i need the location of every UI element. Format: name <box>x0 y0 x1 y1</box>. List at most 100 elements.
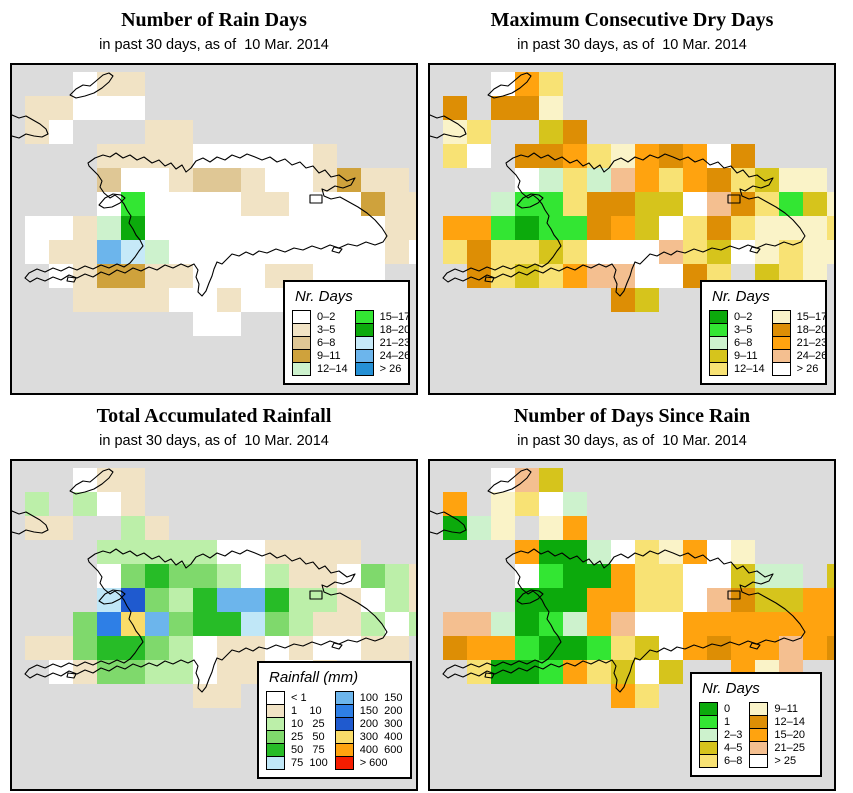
grid-cell <box>145 264 169 288</box>
grid-cell <box>827 636 834 660</box>
grid-cell <box>73 240 97 264</box>
grid-cell <box>169 612 193 636</box>
grid-cell <box>539 168 563 192</box>
grid-cell <box>779 168 803 192</box>
grid-cell <box>337 636 361 660</box>
legend-label: 21–23 <box>796 337 828 349</box>
legend-entry: 12–14 <box>292 362 348 376</box>
grid-cell <box>515 492 539 516</box>
grid-cell <box>97 96 121 120</box>
grid-cell <box>289 612 313 636</box>
grid-cell <box>313 192 337 216</box>
grid-cell <box>361 192 385 216</box>
legend-label: 12–14 <box>317 363 348 375</box>
grid-cell <box>443 636 467 660</box>
grid-cell <box>467 612 491 636</box>
grid-cell <box>145 660 169 684</box>
grid-cell <box>121 588 145 612</box>
grid-cell <box>491 216 515 240</box>
grid-cell <box>361 636 385 660</box>
grid-cell <box>539 120 563 144</box>
grid-cell <box>635 168 659 192</box>
legend-entry: 18–20 <box>771 323 827 337</box>
grid-cell <box>289 564 313 588</box>
grid-cell <box>539 72 563 96</box>
grid-cell <box>217 612 241 636</box>
grid-cell <box>121 468 145 492</box>
grid-cell <box>121 72 145 96</box>
grid-cell <box>193 264 217 288</box>
legend-swatch <box>292 362 311 376</box>
grid-cell <box>611 240 635 264</box>
grid-cell <box>563 192 587 216</box>
grid-cell <box>313 636 337 660</box>
map-days-since-rain: Nr. Days 0 1 2–3 4–5 6–8 9–11 12–14 15–20 21–25 >… <box>428 459 836 791</box>
grid-cell <box>803 216 827 240</box>
legend-column: 15–17 18–20 21–23 24–26 > 26 <box>771 310 828 376</box>
grid-cell <box>217 312 241 336</box>
grid-cell <box>539 564 563 588</box>
grid-cell <box>169 288 193 312</box>
grid-cell <box>443 612 467 636</box>
grid-cell <box>265 564 289 588</box>
grid-cell <box>169 120 193 144</box>
grid-cell <box>635 540 659 564</box>
grid-cell <box>409 612 416 636</box>
legend-days-since-rain: Nr. Days 0 1 2–3 4–5 6–8 9–11 12–14 15–20 21–25 >… <box>690 672 822 777</box>
grid-cell <box>73 72 97 96</box>
legend-label: < 1 <box>291 692 307 704</box>
grid-cell <box>97 264 121 288</box>
grid-cell <box>515 144 539 168</box>
grid-cell <box>217 144 241 168</box>
legend-swatch <box>266 743 285 757</box>
legend-label: 2–3 <box>724 729 743 741</box>
legend-title: Rainfall (mm) <box>269 669 359 686</box>
legend-label: 9–11 <box>734 350 758 362</box>
grid-cell <box>731 588 755 612</box>
grid-cell <box>97 660 121 684</box>
grid-cell <box>217 192 241 216</box>
legend-swatch <box>266 704 285 718</box>
grid-cell <box>563 492 587 516</box>
grid-cell <box>169 192 193 216</box>
grid-cell <box>659 192 683 216</box>
legend-label: 21–25 <box>774 742 805 754</box>
grid-cell <box>265 636 289 660</box>
grid-cell <box>539 516 563 540</box>
grid-cell <box>385 564 409 588</box>
legend-swatch <box>749 754 769 768</box>
grid-cell <box>49 264 73 288</box>
grid-cell <box>241 588 265 612</box>
grid-cell <box>97 216 121 240</box>
grid-cell <box>193 684 217 708</box>
legend-entry: 9–11 <box>709 349 765 363</box>
legend-dry-days: Nr. Days 0–2 3–5 6–8 9–11 12–14 15–17 18–20 21–… <box>700 280 827 385</box>
legend-label: 9–11 <box>317 350 341 362</box>
grid-cell <box>169 564 193 588</box>
grid-cell <box>337 192 361 216</box>
grid-cell <box>409 588 416 612</box>
grid-cell <box>121 564 145 588</box>
grid-cell <box>193 144 217 168</box>
legend-swatch <box>334 691 354 705</box>
grid-cell <box>731 192 755 216</box>
grid-cell <box>611 288 635 312</box>
grid-cell <box>563 660 587 684</box>
legend-entry: 21–25 <box>749 741 805 755</box>
grid-cell <box>515 636 539 660</box>
grid-cell <box>587 240 611 264</box>
grid-cell <box>587 192 611 216</box>
grid-cell <box>803 612 827 636</box>
grid-cell <box>385 636 409 660</box>
grid-cell <box>217 636 241 660</box>
grid-cell <box>659 144 683 168</box>
grid-cell <box>515 588 539 612</box>
legend-swatch <box>334 717 354 731</box>
grid-cell <box>491 492 515 516</box>
grid-cell <box>145 168 169 192</box>
grid-cell <box>611 660 635 684</box>
legend-swatch <box>292 323 311 337</box>
grid-cell <box>265 168 289 192</box>
legend-swatch <box>292 336 311 350</box>
grid-cell <box>145 612 169 636</box>
